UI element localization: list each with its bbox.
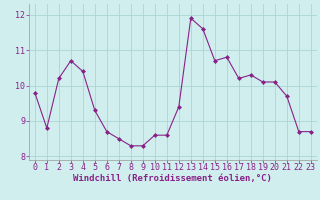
X-axis label: Windchill (Refroidissement éolien,°C): Windchill (Refroidissement éolien,°C) (73, 174, 272, 183)
